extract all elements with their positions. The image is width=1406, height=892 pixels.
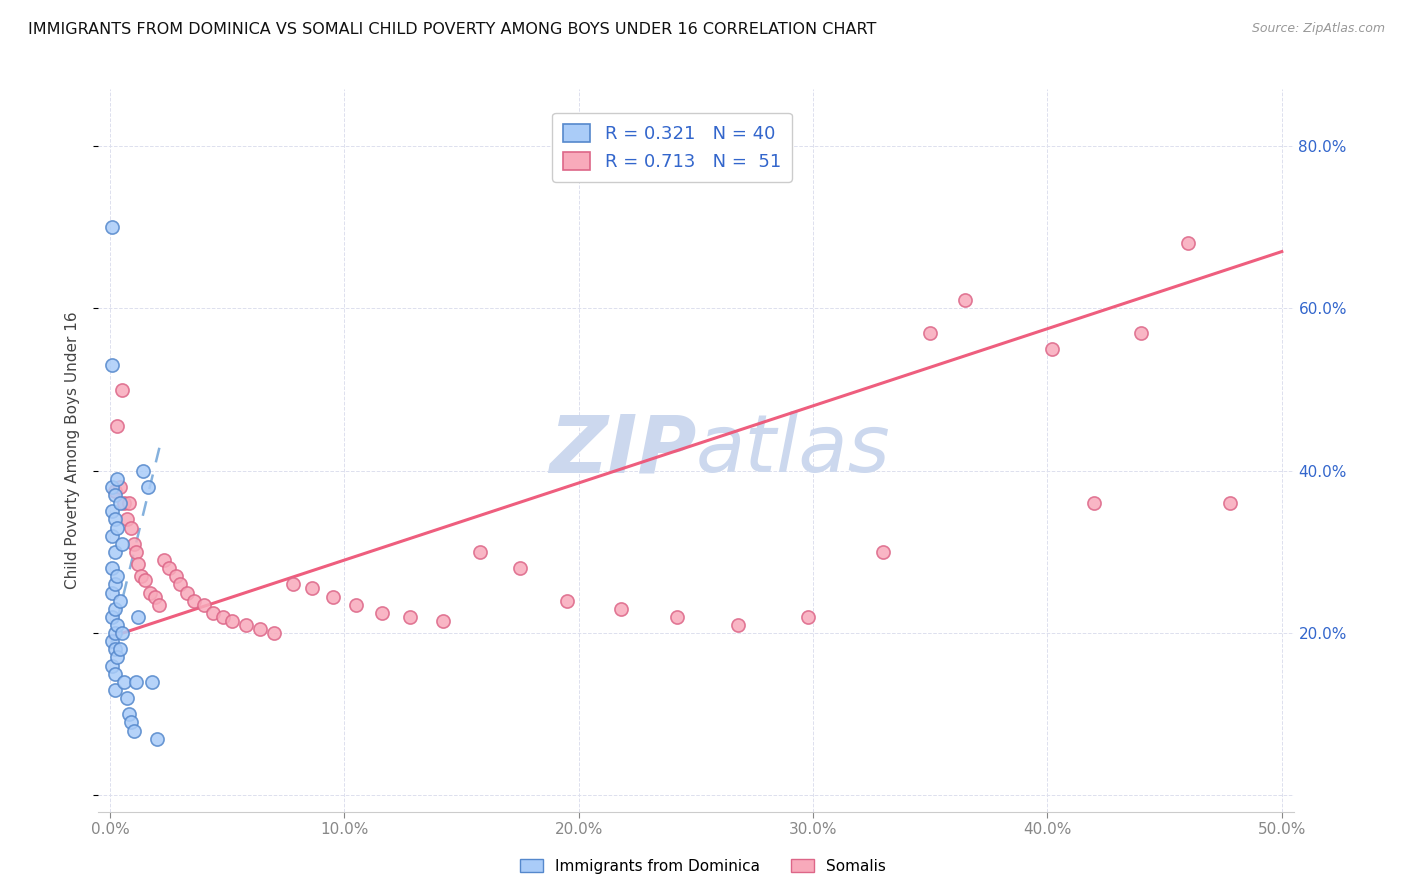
Point	[183, 593, 205, 607]
Point	[104, 512, 127, 526]
Point	[920, 326, 942, 340]
Point	[115, 512, 138, 526]
Point	[120, 715, 142, 730]
Point	[105, 618, 128, 632]
Point	[104, 577, 127, 591]
Point	[129, 569, 152, 583]
Point	[104, 484, 127, 499]
Point	[101, 529, 124, 543]
Point	[120, 520, 142, 534]
Point	[108, 496, 131, 510]
Point	[104, 626, 127, 640]
Point	[134, 574, 156, 588]
Text: atlas: atlas	[696, 411, 891, 490]
Point	[872, 545, 894, 559]
Y-axis label: Child Poverty Among Boys Under 16: Child Poverty Among Boys Under 16	[65, 311, 80, 590]
Point	[115, 691, 138, 706]
Point	[104, 601, 127, 615]
Point	[146, 731, 169, 746]
Point	[132, 464, 155, 478]
Point	[169, 577, 191, 591]
Point	[127, 557, 149, 571]
Point	[157, 561, 180, 575]
Point	[104, 488, 127, 502]
Point	[344, 598, 367, 612]
Point	[101, 220, 124, 235]
Point	[105, 569, 128, 583]
Point	[105, 472, 128, 486]
Point	[101, 358, 124, 372]
Point	[104, 666, 127, 681]
Text: IMMIGRANTS FROM DOMINICA VS SOMALI CHILD POVERTY AMONG BOYS UNDER 16 CORRELATION: IMMIGRANTS FROM DOMINICA VS SOMALI CHILD…	[28, 22, 876, 37]
Point	[101, 585, 124, 599]
Point	[399, 610, 422, 624]
Point	[105, 419, 128, 434]
Point	[221, 614, 243, 628]
Point	[141, 674, 163, 689]
Text: ZIP: ZIP	[548, 411, 696, 490]
Point	[108, 593, 131, 607]
Point	[125, 674, 148, 689]
Point	[1219, 496, 1241, 510]
Point	[139, 585, 162, 599]
Point	[555, 593, 578, 607]
Point	[249, 622, 271, 636]
Point	[281, 577, 304, 591]
Point	[104, 545, 127, 559]
Point	[322, 590, 344, 604]
Point	[101, 504, 124, 518]
Point	[112, 674, 135, 689]
Point	[1083, 496, 1105, 510]
Point	[1040, 342, 1063, 356]
Point	[165, 569, 187, 583]
Point	[797, 610, 820, 624]
Point	[470, 545, 492, 559]
Point	[1177, 236, 1199, 251]
Point	[111, 626, 134, 640]
Point	[108, 642, 131, 657]
Point	[104, 642, 127, 657]
Point	[122, 537, 145, 551]
Point	[211, 610, 233, 624]
Point	[955, 293, 977, 308]
Point	[122, 723, 145, 738]
Point	[111, 537, 134, 551]
Point	[101, 658, 124, 673]
Point	[101, 480, 124, 494]
Legend: R = 0.321   N = 40, R = 0.713   N =  51: R = 0.321 N = 40, R = 0.713 N = 51	[553, 112, 792, 182]
Point	[143, 590, 166, 604]
Point	[105, 520, 128, 534]
Point	[193, 598, 215, 612]
Point	[263, 626, 285, 640]
Point	[371, 606, 394, 620]
Point	[432, 614, 454, 628]
Point	[610, 601, 633, 615]
Point	[127, 610, 149, 624]
Point	[101, 610, 124, 624]
Point	[104, 682, 127, 697]
Point	[101, 561, 124, 575]
Point	[112, 496, 135, 510]
Point	[509, 561, 531, 575]
Point	[301, 582, 323, 596]
Point	[105, 650, 128, 665]
Point	[136, 480, 159, 494]
Point	[125, 545, 148, 559]
Point	[148, 598, 170, 612]
Point	[153, 553, 176, 567]
Text: Source: ZipAtlas.com: Source: ZipAtlas.com	[1251, 22, 1385, 36]
Point	[202, 606, 225, 620]
Point	[235, 618, 257, 632]
Point	[118, 496, 141, 510]
Point	[101, 634, 124, 648]
Point	[727, 618, 749, 632]
Point	[108, 480, 131, 494]
Point	[176, 585, 198, 599]
Point	[118, 707, 141, 722]
Point	[111, 383, 134, 397]
Legend: Immigrants from Dominica, Somalis: Immigrants from Dominica, Somalis	[515, 853, 891, 880]
Point	[1130, 326, 1153, 340]
Point	[666, 610, 689, 624]
